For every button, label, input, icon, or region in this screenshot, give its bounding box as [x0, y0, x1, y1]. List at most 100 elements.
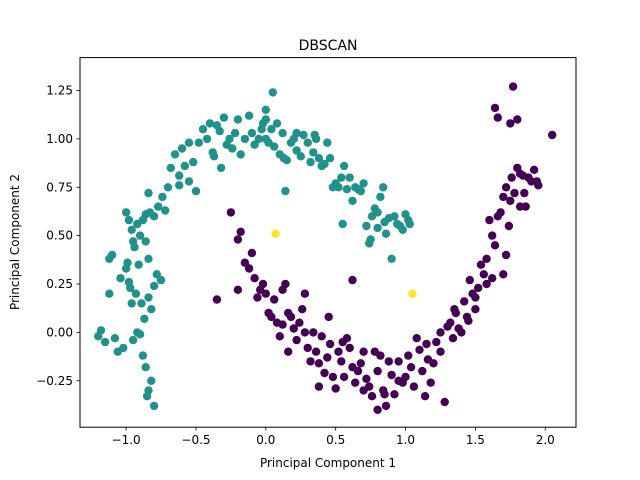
data-point	[496, 208, 505, 217]
data-point	[415, 345, 424, 354]
data-point	[184, 177, 194, 186]
data-point	[141, 237, 150, 246]
data-point	[309, 328, 318, 337]
data-point	[373, 208, 382, 217]
data-point	[406, 363, 416, 372]
data-point	[184, 138, 194, 147]
data-point	[250, 274, 259, 283]
data-point	[292, 146, 301, 155]
data-point	[144, 188, 153, 198]
data-point	[126, 283, 135, 293]
data-point	[134, 260, 143, 269]
data-point	[198, 125, 208, 134]
data-point	[219, 113, 229, 122]
data-point	[142, 392, 152, 401]
y-tick-label: 0.75	[46, 180, 73, 194]
y-tick-label: 1.25	[46, 83, 73, 97]
plot-area-frame	[79, 57, 577, 428]
data-point	[244, 264, 254, 273]
data-point	[405, 219, 414, 229]
data-point	[376, 192, 385, 202]
data-point	[180, 161, 189, 171]
data-point	[422, 339, 431, 349]
data-point	[261, 105, 270, 115]
data-point	[233, 235, 243, 244]
data-point	[418, 366, 427, 376]
x-axis-label: Principal Component 1	[260, 456, 396, 470]
data-point	[373, 366, 382, 376]
data-points	[94, 82, 557, 414]
data-point	[381, 229, 391, 238]
data-point	[306, 357, 315, 366]
data-point	[351, 378, 360, 387]
x-tick-label: 0.0	[256, 433, 275, 447]
data-point	[310, 130, 319, 140]
data-point	[278, 128, 287, 138]
data-point	[504, 221, 514, 231]
data-point	[325, 339, 335, 349]
data-point	[426, 378, 435, 387]
data-point	[175, 171, 184, 180]
x-tick-label: 1.0	[396, 433, 415, 447]
data-point	[133, 328, 142, 337]
data-point	[348, 196, 357, 205]
data-point	[359, 347, 368, 356]
data-point	[286, 312, 296, 322]
data-point	[436, 347, 445, 356]
data-point	[429, 359, 438, 368]
data-point	[96, 326, 106, 335]
data-point	[476, 260, 486, 269]
data-point	[485, 215, 494, 225]
data-point	[247, 128, 257, 138]
data-point	[127, 299, 136, 308]
data-point	[240, 134, 250, 144]
data-point	[177, 144, 187, 153]
data-point	[506, 196, 515, 205]
data-point	[325, 154, 335, 163]
data-point	[342, 185, 352, 194]
data-point	[387, 370, 396, 380]
y-axis: −0.25 0.00 0.25 0.50 0.75 1.00 1.25	[36, 83, 80, 388]
data-point	[493, 113, 502, 122]
data-point	[270, 142, 279, 151]
y-tick-label: 0.50	[46, 229, 73, 243]
data-point	[128, 237, 138, 246]
data-point	[300, 328, 310, 337]
data-point	[156, 275, 166, 285]
data-point	[366, 235, 375, 244]
y-axis-label: Principal Component 2	[8, 174, 22, 310]
data-point	[212, 295, 222, 304]
data-point	[488, 274, 497, 283]
data-point	[233, 115, 243, 124]
data-point	[381, 401, 391, 411]
data-point	[284, 347, 293, 356]
data-point	[215, 126, 224, 136]
data-point	[141, 363, 150, 372]
data-point	[432, 337, 441, 347]
data-point	[401, 372, 410, 382]
data-point	[356, 359, 365, 368]
data-point	[236, 227, 245, 236]
data-point	[521, 202, 530, 211]
data-point	[373, 405, 382, 414]
data-point	[144, 254, 153, 263]
data-point	[362, 374, 371, 383]
data-point	[205, 119, 215, 128]
data-point	[299, 130, 308, 140]
data-point	[110, 334, 120, 343]
data-point	[465, 275, 474, 285]
data-point	[367, 392, 377, 401]
x-tick-label: 2.0	[536, 433, 555, 447]
data-point	[471, 305, 480, 314]
data-point	[348, 275, 357, 285]
data-point	[147, 305, 156, 314]
data-point	[324, 312, 333, 322]
data-point	[230, 128, 240, 138]
data-point	[446, 318, 455, 327]
data-point	[261, 115, 270, 124]
data-point	[501, 183, 511, 192]
data-point	[337, 173, 346, 182]
data-point	[194, 138, 203, 147]
data-point	[507, 173, 516, 182]
